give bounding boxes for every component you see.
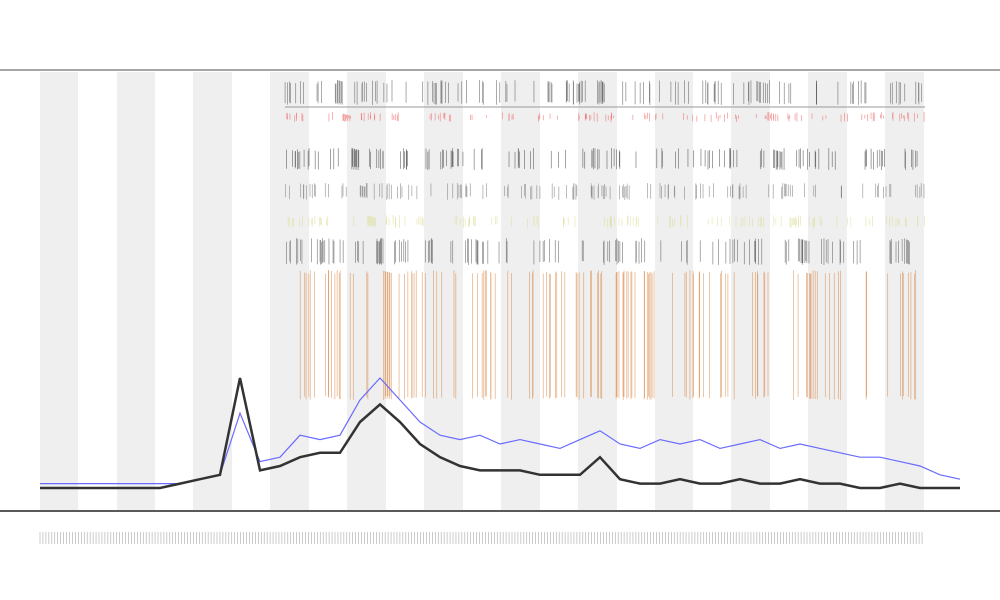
band	[885, 72, 924, 510]
track-marks	[39, 80, 926, 544]
band	[731, 72, 770, 510]
band	[117, 72, 155, 510]
band	[193, 72, 232, 510]
band	[501, 72, 540, 510]
band	[270, 72, 309, 510]
band	[655, 72, 693, 510]
series-line	[40, 377, 960, 490]
band	[808, 72, 847, 510]
band	[40, 72, 78, 510]
band	[424, 72, 463, 510]
